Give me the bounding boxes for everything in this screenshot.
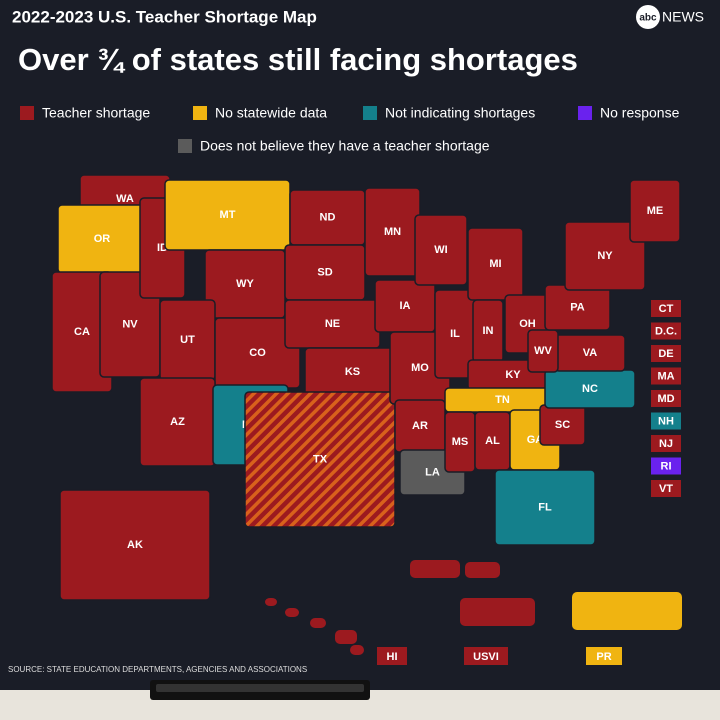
state-label: WI: [434, 244, 447, 256]
state-label: ID: [157, 242, 168, 254]
legend-swatch: [363, 106, 377, 120]
state-label: CO: [249, 347, 266, 359]
state-label: OR: [94, 233, 111, 245]
territory-box: [464, 647, 508, 665]
territory-shape: [285, 608, 299, 617]
state-label: IA: [400, 300, 411, 312]
state-label: MS: [452, 436, 469, 448]
territory-shape: [460, 598, 535, 626]
state-label: AR: [412, 420, 428, 432]
territory-shape: [572, 592, 682, 630]
state-label: AZ: [170, 416, 185, 428]
state-label: UT: [180, 334, 195, 346]
state-label: ME: [647, 205, 664, 217]
state-shape: [494, 469, 596, 546]
small-state-label: D.C.: [655, 325, 677, 337]
state-label: PA: [570, 301, 585, 313]
small-state-box: [651, 412, 681, 430]
small-state-label: RI: [661, 460, 672, 472]
state-label: NV: [122, 318, 138, 330]
legend-label: Teacher shortage: [42, 105, 150, 121]
state-label: NY: [597, 250, 613, 262]
state-label: IN: [483, 325, 494, 337]
small-state-label: MA: [657, 370, 674, 382]
legend-swatch: [20, 106, 34, 120]
state-label: LA: [425, 466, 440, 478]
small-state-box: [651, 457, 681, 475]
state-label: TX: [313, 453, 328, 465]
state-label: SC: [555, 419, 570, 431]
state-label: FL: [538, 501, 552, 513]
state-label: SD: [317, 266, 332, 278]
state-label: NC: [582, 383, 598, 395]
map: WAORCANVIDMTWYUTCOAZNMNDSDNEKSOKTXMNIAMO…: [51, 174, 682, 665]
legend-label: Does not believe they have a teacher sho…: [200, 138, 490, 154]
territory-label: PR: [596, 651, 611, 663]
small-state-label: VT: [659, 483, 673, 495]
state-label: OH: [519, 318, 536, 330]
state-shape: [527, 329, 559, 373]
state-label: MO: [411, 362, 429, 374]
territory-shape: [410, 560, 460, 578]
state-label: MT: [220, 209, 236, 221]
state-label: VA: [583, 347, 598, 359]
legend-swatch: [178, 139, 192, 153]
small-state-box: [651, 435, 681, 452]
state-label: WA: [116, 193, 134, 205]
state-shape: [414, 214, 468, 286]
territory-box: [377, 647, 407, 665]
state-label: NE: [325, 318, 340, 330]
legend-swatch: [193, 106, 207, 120]
state-label: CA: [74, 326, 90, 338]
territory-shape: [265, 598, 277, 606]
state-label: WY: [236, 278, 254, 290]
territory-shape: [310, 618, 326, 628]
headline: Over ¾ of states still facing shortages: [18, 42, 578, 77]
state-label: MI: [489, 258, 501, 270]
territory-shape: [465, 562, 500, 578]
territory-label: HI: [387, 651, 398, 663]
small-state-label: NH: [658, 415, 674, 427]
title: 2022-2023 U.S. Teacher Shortage Map: [12, 7, 317, 26]
small-state-label: NJ: [659, 438, 673, 450]
small-state-box: [651, 322, 681, 340]
territory-shape: [335, 630, 357, 644]
state-label: IL: [450, 328, 460, 340]
brand: NEWS: [662, 9, 704, 25]
logo-text: abc: [639, 13, 657, 24]
eraser-top: [156, 684, 364, 692]
small-state-box: [651, 480, 681, 497]
small-state-box: [651, 367, 681, 385]
territory-box: [586, 647, 622, 665]
small-state-box: [651, 390, 681, 407]
legend-label: Not indicating shortages: [385, 105, 535, 121]
small-state-label: CT: [659, 303, 674, 315]
state-shape: [564, 221, 646, 291]
small-state-box: [651, 300, 681, 317]
legend-label: No statewide data: [215, 105, 327, 121]
state-shape: [244, 391, 396, 528]
territory-label: USVI: [473, 651, 499, 663]
small-state-box: [651, 345, 681, 362]
small-state-label: MD: [657, 393, 674, 405]
territory-shape: [350, 645, 364, 655]
small-state-label: DE: [658, 348, 673, 360]
state-label: KS: [345, 366, 360, 378]
state-label: TN: [495, 394, 510, 406]
legend-swatch: [578, 106, 592, 120]
state-label: ND: [320, 211, 336, 223]
state-label: MN: [384, 226, 401, 238]
source: SOURCE: STATE EDUCATION DEPARTMENTS, AGE…: [8, 665, 307, 674]
legend: Teacher shortage No statewide data Not ind…: [20, 105, 680, 154]
state-label: KY: [505, 369, 521, 381]
state-label: GA: [527, 434, 544, 446]
state-shape: [59, 489, 211, 601]
state-label: AL: [485, 435, 500, 447]
logo-circle: [636, 5, 660, 29]
state-shape: [629, 179, 681, 243]
legend-label: No response: [600, 105, 680, 121]
state-label: WV: [534, 345, 552, 357]
state-label: AK: [127, 539, 143, 551]
